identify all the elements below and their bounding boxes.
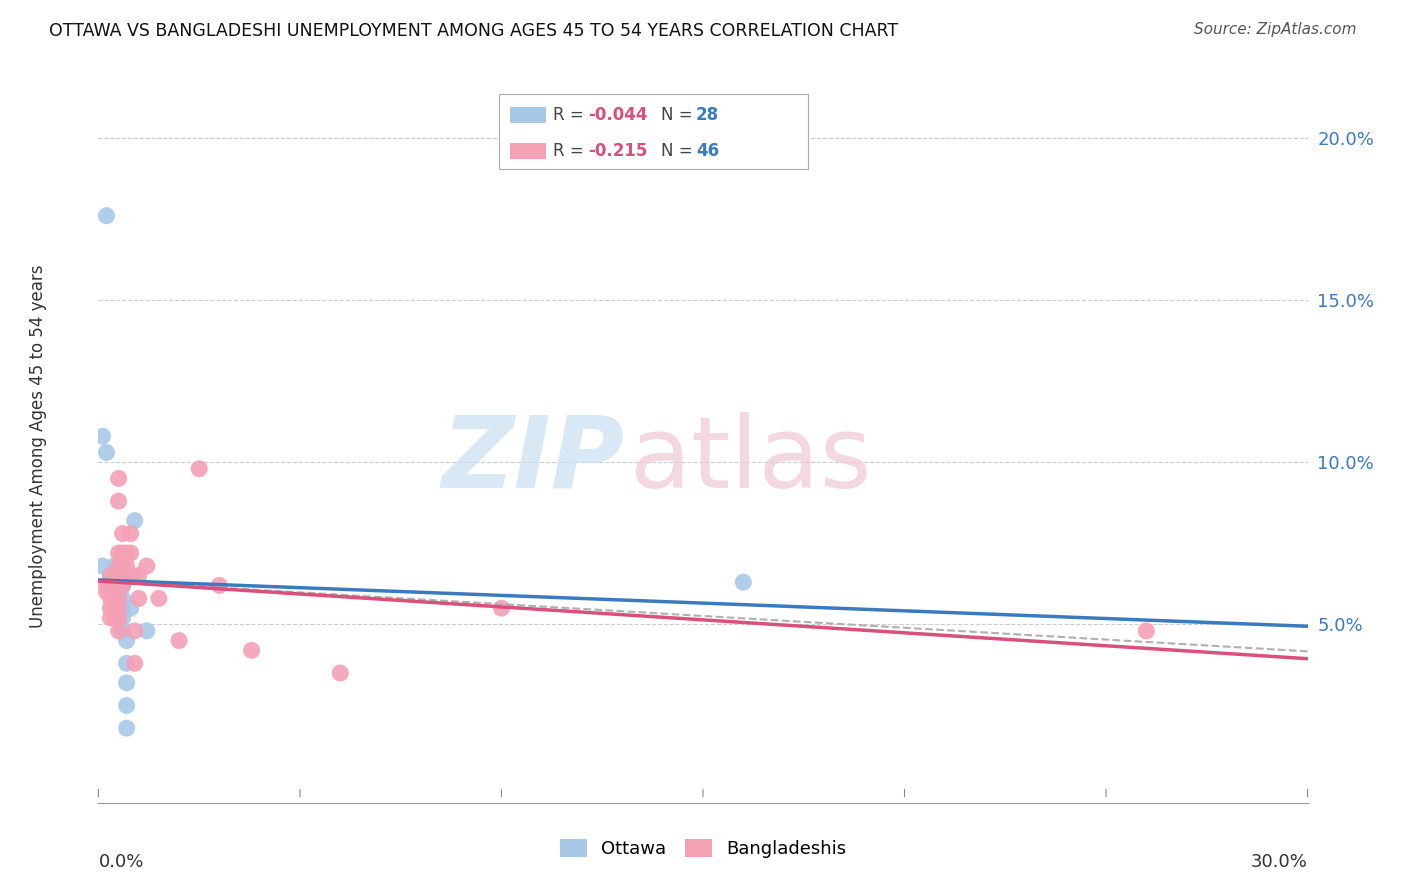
Text: 30.0%: 30.0% <box>1251 853 1308 871</box>
Point <box>100 601 122 615</box>
Text: 28: 28 <box>696 106 718 124</box>
Point <box>107 601 129 615</box>
Text: Unemployment Among Ages 45 to 54 years: Unemployment Among Ages 45 to 54 years <box>30 264 46 628</box>
Point <box>135 559 157 574</box>
Point <box>124 514 146 528</box>
Point <box>100 568 122 582</box>
Point <box>103 578 125 592</box>
Point <box>1135 624 1157 638</box>
Point <box>100 611 122 625</box>
Point <box>111 526 134 541</box>
Point <box>107 601 129 615</box>
Point <box>115 657 138 671</box>
Point <box>128 568 150 582</box>
Point <box>103 578 125 592</box>
Point <box>107 578 129 592</box>
Point <box>107 546 129 560</box>
Point <box>107 591 129 606</box>
Point <box>115 698 138 713</box>
Point <box>115 568 138 582</box>
Point <box>111 601 134 615</box>
Point <box>107 559 129 574</box>
Point <box>107 494 129 508</box>
Point <box>124 624 146 638</box>
Point <box>96 445 118 459</box>
Point <box>115 559 138 574</box>
Text: R =: R = <box>553 142 583 160</box>
Text: R =: R = <box>553 106 583 124</box>
Text: 46: 46 <box>696 142 718 160</box>
Point <box>188 461 211 475</box>
Point <box>111 568 134 582</box>
Point <box>111 611 134 625</box>
Point <box>240 643 263 657</box>
Point <box>91 559 114 574</box>
Point <box>115 633 138 648</box>
Point <box>128 591 150 606</box>
Point <box>100 568 122 582</box>
Text: 0.0%: 0.0% <box>98 853 143 871</box>
Point <box>120 601 142 615</box>
Point <box>491 601 513 615</box>
Point <box>103 568 125 582</box>
Point <box>124 657 146 671</box>
Point <box>148 591 170 606</box>
Point <box>111 591 134 606</box>
Point <box>167 633 190 648</box>
Point <box>107 568 129 582</box>
Point <box>103 601 125 615</box>
Point <box>120 546 142 560</box>
Point <box>111 546 134 560</box>
Point <box>107 591 129 606</box>
Point <box>115 721 138 735</box>
Point <box>96 585 118 599</box>
Text: Source: ZipAtlas.com: Source: ZipAtlas.com <box>1194 22 1357 37</box>
Point <box>111 624 134 638</box>
Point <box>91 429 114 443</box>
Point <box>100 578 122 592</box>
Point <box>96 209 118 223</box>
Point <box>103 559 125 574</box>
Text: atlas: atlas <box>630 412 872 508</box>
Point <box>107 578 129 592</box>
Point <box>103 568 125 582</box>
Point <box>120 526 142 541</box>
Text: N =: N = <box>661 106 692 124</box>
Point <box>103 611 125 625</box>
Point <box>107 611 129 625</box>
Point <box>115 675 138 690</box>
Point <box>107 559 129 574</box>
Point <box>107 624 129 638</box>
Point <box>124 568 146 582</box>
Point <box>96 578 118 592</box>
Point <box>111 559 134 574</box>
Point <box>135 624 157 638</box>
Point <box>111 568 134 582</box>
Point <box>100 591 122 606</box>
Point <box>329 666 352 681</box>
Point <box>208 578 231 592</box>
Text: -0.044: -0.044 <box>588 106 647 124</box>
Point <box>733 575 755 590</box>
Text: N =: N = <box>661 142 692 160</box>
Text: -0.215: -0.215 <box>588 142 647 160</box>
Legend: Ottawa, Bangladeshis: Ottawa, Bangladeshis <box>553 831 853 865</box>
Point <box>111 578 134 592</box>
Point <box>103 591 125 606</box>
Point <box>107 568 129 582</box>
Point <box>111 578 134 592</box>
Point <box>115 546 138 560</box>
Text: ZIP: ZIP <box>441 412 624 508</box>
Text: OTTAWA VS BANGLADESHI UNEMPLOYMENT AMONG AGES 45 TO 54 YEARS CORRELATION CHART: OTTAWA VS BANGLADESHI UNEMPLOYMENT AMONG… <box>49 22 898 40</box>
Point <box>107 471 129 485</box>
